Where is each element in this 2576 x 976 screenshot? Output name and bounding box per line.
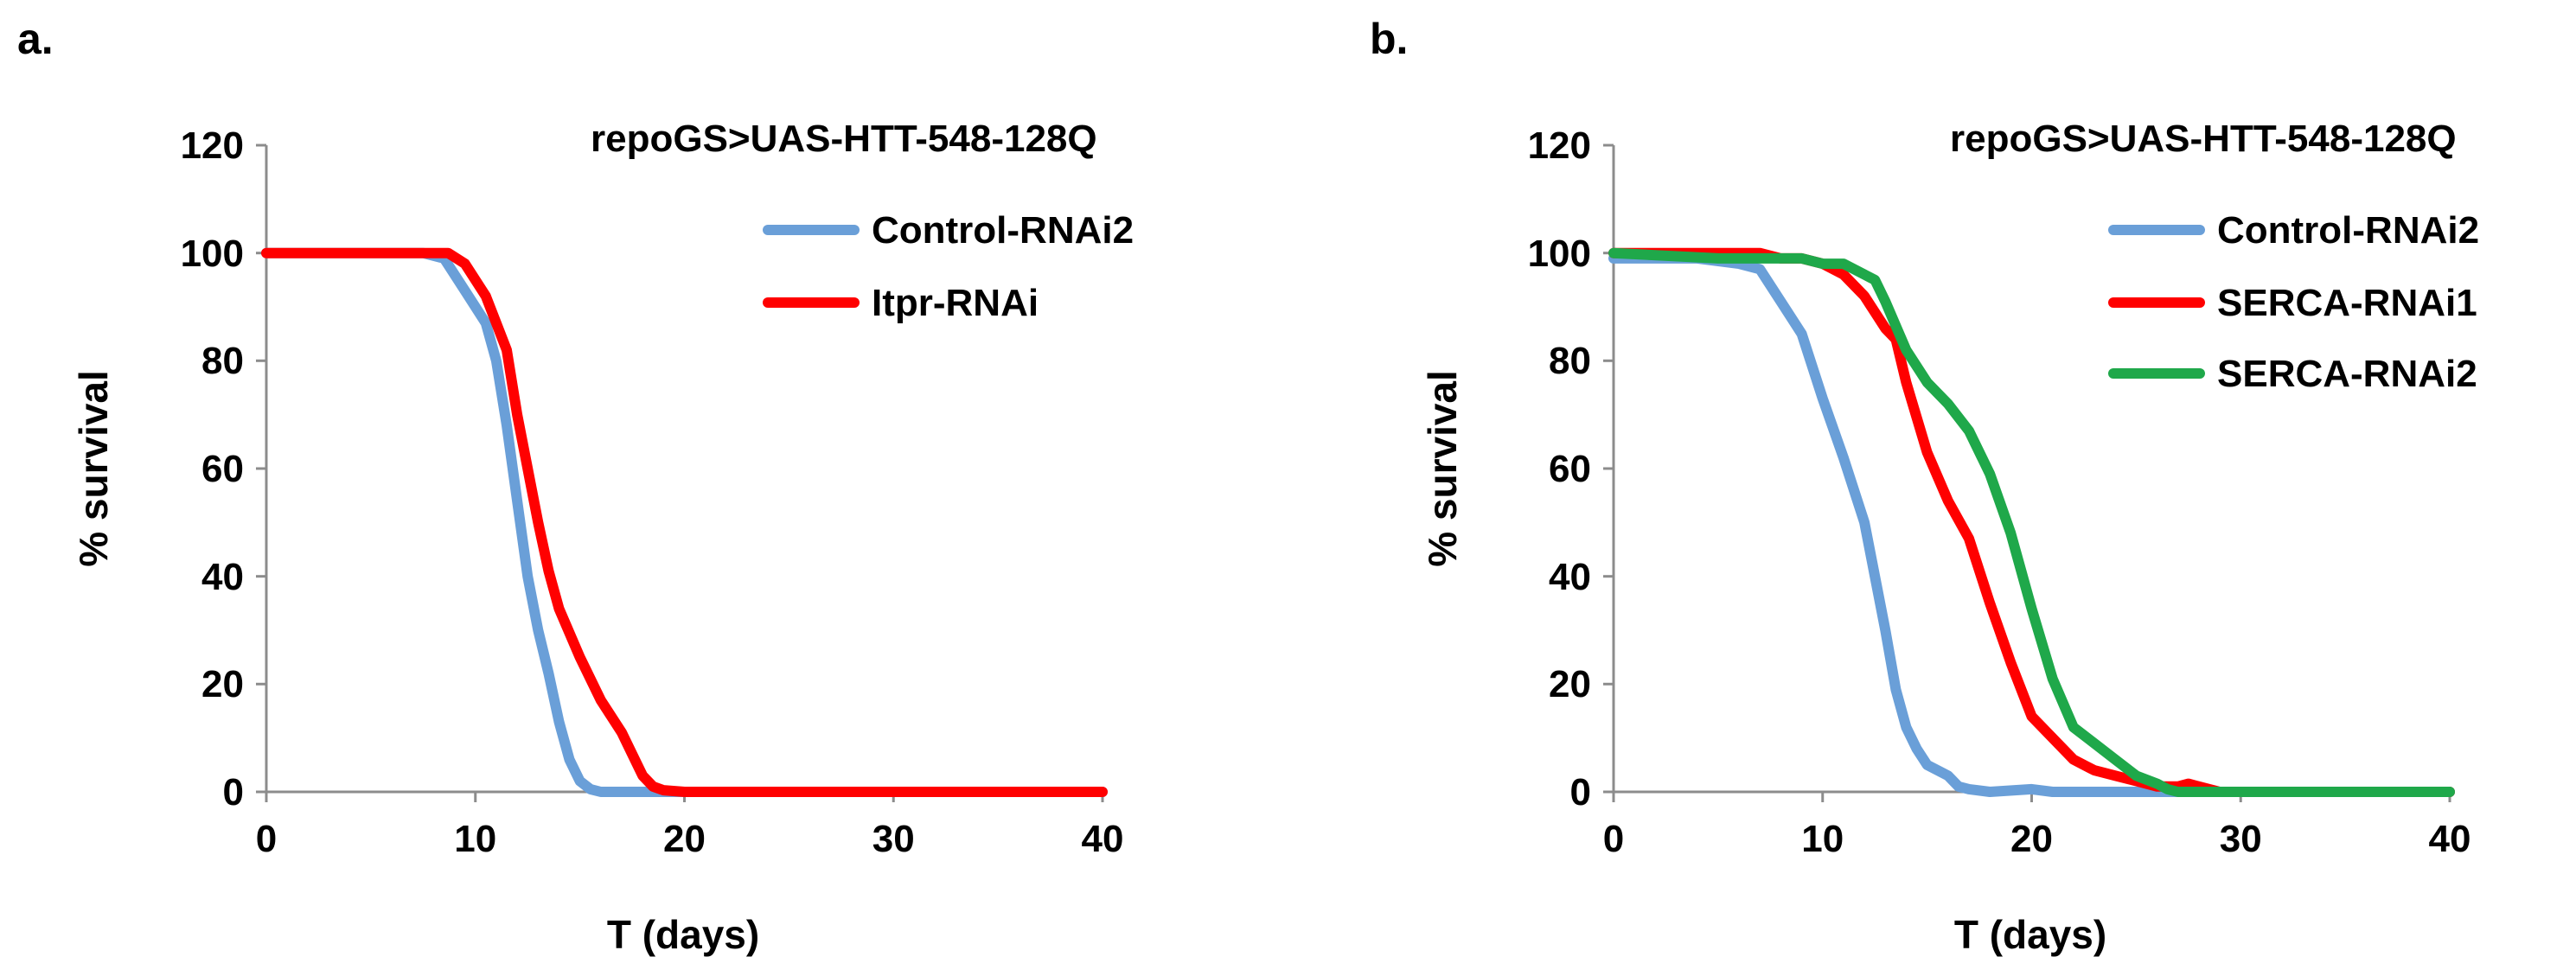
panel-b-legend: Control-RNAi2 SERCA-RNAi1 SERCA-RNAi2 — [2108, 209, 2479, 395]
panel-b-legend-label-serca-rnai2: SERCA-RNAi2 — [2217, 353, 2477, 395]
panel-b-x-tick-label: 10 — [1801, 818, 1844, 860]
panel-a-y-tick-labels: 0 20 40 60 80 100 120 — [181, 124, 244, 813]
panel-b-x-tick-labels: 0 10 20 30 40 — [1603, 818, 2471, 860]
panel-a: a. repoGS>UAS-HTT-548-128Q 0 20 40 60 80… — [17, 15, 1134, 957]
panel-a-x-tick-label: 30 — [873, 818, 915, 860]
panel-a-x-axis-title: T (days) — [607, 912, 759, 957]
panel-a-y-tick-label: 60 — [201, 448, 244, 490]
panel-a-y-axis-title: % survival — [71, 370, 116, 567]
panel-b-chart-title: repoGS>UAS-HTT-548-128Q — [1950, 118, 2457, 160]
panel-b-y-axis-title: % survival — [1420, 370, 1465, 567]
panel-a-chart-title: repoGS>UAS-HTT-548-128Q — [591, 118, 1097, 160]
panel-b-x-tick-label: 40 — [2429, 818, 2471, 860]
panel-a-x-tick-label: 0 — [256, 818, 277, 860]
panel-b-series-serca-rnai1-line — [1608, 247, 2455, 797]
panel-b-y-tick-label: 40 — [1549, 556, 1591, 598]
panel-b-x-tick-label: 30 — [2220, 818, 2262, 860]
panel-a-series-itpr-rnai-line — [261, 247, 1108, 797]
panel-b-x-tick-label: 0 — [1603, 818, 1624, 860]
panel-a-y-ticks — [256, 144, 266, 794]
panel-a-y-tick-label: 0 — [223, 771, 244, 813]
panel-a-series-control-rnai2-line — [261, 247, 1108, 797]
panel-b-y-tick-label: 80 — [1549, 340, 1591, 382]
panel-b-y-tick-label: 120 — [1528, 124, 1591, 167]
panel-a-legend: Control-RNAi2 Itpr-RNAi — [763, 209, 1134, 324]
panel-b-x-axis-title: T (days) — [1954, 912, 2106, 957]
panel-b-series-serca-rnai2-line — [1608, 247, 2455, 797]
panel-a-x-tick-labels: 0 10 20 30 40 — [256, 818, 1124, 860]
panel-b-legend-label-control-rnai2: Control-RNAi2 — [2217, 209, 2479, 252]
panel-b-x-tick-label: 20 — [2010, 818, 2053, 860]
panel-b-series-control-rnai2-line — [1608, 252, 2455, 797]
panel-b-y-tick-label: 60 — [1549, 448, 1591, 490]
panel-a-legend-label-control-rnai2: Control-RNAi2 — [872, 209, 1134, 252]
panel-b-y-ticks — [1603, 144, 1614, 794]
panel-b-label: b. — [1370, 15, 1408, 63]
panel-b-y-tick-label: 0 — [1570, 771, 1591, 813]
panel-a-x-tick-label: 20 — [663, 818, 706, 860]
panel-a-legend-label-itpr-rnai: Itpr-RNAi — [872, 282, 1039, 324]
panel-a-x-tick-label: 10 — [454, 818, 496, 860]
panel-a-label: a. — [17, 15, 54, 63]
panel-b-y-tick-label: 20 — [1549, 663, 1591, 705]
panel-a-y-tick-label: 120 — [181, 124, 244, 167]
panel-a-x-tick-label: 40 — [1082, 818, 1124, 860]
panel-a-y-tick-label: 40 — [201, 556, 244, 598]
panel-b-y-tick-labels: 0 20 40 60 80 100 120 — [1528, 124, 1591, 813]
panel-b-y-tick-label: 100 — [1528, 233, 1591, 275]
panel-a-y-tick-label: 20 — [201, 663, 244, 705]
panel-a-y-tick-label: 80 — [201, 340, 244, 382]
panel-b: b. repoGS>UAS-HTT-548-128Q 0 20 40 60 80… — [1370, 15, 2479, 957]
panel-a-y-tick-label: 100 — [181, 233, 244, 275]
panel-b-legend-label-serca-rnai1: SERCA-RNAi1 — [2217, 282, 2477, 324]
